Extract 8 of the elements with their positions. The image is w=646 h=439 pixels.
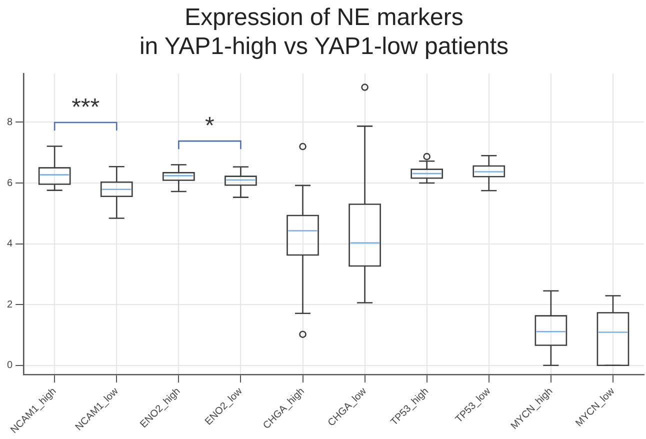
- y-tick-label: 0: [7, 360, 13, 372]
- y-tick-label: 8: [7, 116, 13, 128]
- y-tick-label: 2: [7, 299, 13, 310]
- annotation: *: [205, 112, 214, 140]
- y-tick-label: 6: [7, 178, 13, 189]
- chart-title: Expression of NE markers in YAP1-high vs YAP1-low patients: [139, 4, 509, 60]
- annotation: ***: [72, 94, 100, 122]
- y-tick-label: 4: [7, 238, 13, 250]
